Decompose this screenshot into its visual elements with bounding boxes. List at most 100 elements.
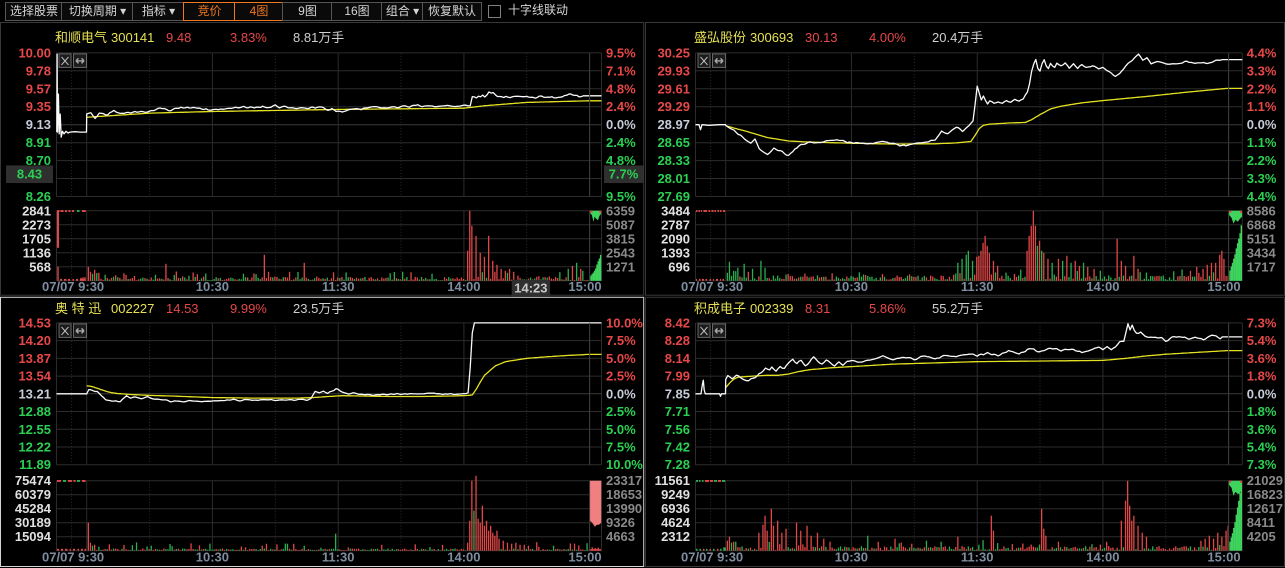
svg-text:2543: 2543 [606, 245, 635, 260]
svg-text:4624: 4624 [661, 515, 691, 530]
svg-text:8.81万手: 8.81万手 [293, 30, 344, 45]
svg-text:9.35: 9.35 [26, 99, 51, 114]
svg-text:7.5%: 7.5% [606, 440, 636, 455]
svg-text:12.88: 12.88 [18, 404, 51, 419]
svg-text:5.0%: 5.0% [606, 351, 636, 366]
svg-text:4.00%: 4.00% [869, 30, 906, 45]
svg-text:3.6%: 3.6% [1247, 422, 1277, 437]
svg-text:6868: 6868 [1247, 217, 1276, 232]
svg-text:14:00: 14:00 [447, 279, 480, 294]
svg-text:8.31: 8.31 [805, 301, 830, 316]
svg-text:3815: 3815 [606, 231, 635, 246]
svg-text:11:30: 11:30 [322, 550, 355, 565]
svg-text:9.48: 9.48 [166, 30, 191, 45]
svg-text:14:00: 14:00 [1086, 550, 1119, 565]
svg-text:7.28: 7.28 [665, 457, 690, 472]
svg-text:8.26: 8.26 [26, 189, 51, 204]
svg-text:1717: 1717 [1247, 259, 1276, 274]
svg-text:28.97: 28.97 [657, 117, 690, 132]
svg-text:1705: 1705 [22, 231, 51, 246]
svg-text:7.56: 7.56 [665, 422, 690, 437]
svg-text:1.8%: 1.8% [1247, 404, 1277, 419]
svg-text:7.1%: 7.1% [606, 63, 636, 78]
svg-text:28.33: 28.33 [657, 153, 690, 168]
svg-text:14.53: 14.53 [18, 315, 51, 330]
svg-text:0.0%: 0.0% [1247, 117, 1277, 132]
svg-text:4205: 4205 [1247, 529, 1276, 544]
svg-text:8.91: 8.91 [26, 135, 51, 150]
svg-text:15094: 15094 [15, 529, 52, 544]
svg-text:7.99: 7.99 [665, 369, 690, 384]
svg-text:2.2%: 2.2% [1247, 81, 1277, 96]
svg-text:2312: 2312 [661, 529, 690, 544]
svg-text:15:00: 15:00 [1207, 279, 1240, 294]
svg-text:0.0%: 0.0% [606, 386, 636, 401]
svg-text:8411: 8411 [1247, 515, 1275, 530]
svg-text:11.89: 11.89 [19, 457, 51, 472]
svg-text:23317: 23317 [606, 473, 642, 488]
svg-text:7.3%: 7.3% [1247, 457, 1277, 472]
svg-text:002227: 002227 [111, 301, 154, 316]
svg-text:27.69: 27.69 [657, 189, 690, 204]
svg-text:13.54: 13.54 [18, 369, 51, 384]
svg-text:300693: 300693 [750, 30, 793, 45]
svg-text:11:30: 11:30 [961, 279, 994, 294]
svg-text:3.6%: 3.6% [1247, 351, 1277, 366]
svg-text:9.99%: 9.99% [230, 301, 267, 316]
svg-text:5.4%: 5.4% [1247, 440, 1277, 455]
svg-text:盛弘股份: 盛弘股份 [694, 30, 746, 45]
svg-text:14:00: 14:00 [447, 550, 480, 565]
svg-text:5087: 5087 [606, 217, 635, 232]
svg-text:2.4%: 2.4% [606, 99, 636, 114]
svg-text:7.42: 7.42 [665, 440, 690, 455]
svg-text:4.8%: 4.8% [606, 153, 636, 168]
svg-text:6936: 6936 [661, 501, 690, 516]
svg-text:4.8%: 4.8% [606, 81, 636, 96]
svg-text:1271: 1271 [606, 259, 635, 274]
svg-text:11:30: 11:30 [961, 550, 994, 565]
svg-text:10:30: 10:30 [835, 279, 868, 294]
svg-text:13990: 13990 [606, 501, 642, 516]
svg-text:5.86%: 5.86% [869, 301, 906, 316]
svg-text:1.1%: 1.1% [1247, 135, 1277, 150]
svg-text:0.0%: 0.0% [606, 117, 636, 132]
svg-text:3.3%: 3.3% [1247, 63, 1277, 78]
svg-text:07/07 9:30: 07/07 9:30 [42, 550, 104, 565]
svg-text:7.3%: 7.3% [1247, 315, 1277, 330]
svg-text:30.13: 30.13 [805, 30, 838, 45]
svg-text:5151: 5151 [1247, 231, 1276, 246]
svg-text:8.28: 8.28 [665, 333, 690, 348]
svg-text:7.85: 7.85 [665, 386, 690, 401]
svg-text:10:30: 10:30 [196, 550, 229, 565]
svg-text:5.4%: 5.4% [1247, 333, 1277, 348]
svg-text:8.70: 8.70 [26, 153, 51, 168]
svg-text:10.0%: 10.0% [606, 315, 643, 330]
svg-text:14.53: 14.53 [166, 301, 199, 316]
svg-text:9.78: 9.78 [26, 63, 51, 78]
svg-text:14.20: 14.20 [18, 333, 51, 348]
svg-text:9249: 9249 [661, 487, 690, 502]
svg-text:9.5%: 9.5% [606, 45, 636, 60]
svg-text:28.65: 28.65 [657, 135, 690, 150]
svg-text:6359: 6359 [606, 203, 635, 218]
svg-text:14:23: 14:23 [514, 281, 547, 296]
svg-text:7.71: 7.71 [665, 404, 690, 419]
svg-text:奥 特 迅: 奥 特 迅 [55, 301, 101, 316]
svg-text:9326: 9326 [606, 515, 635, 530]
svg-text:29.93: 29.93 [657, 63, 690, 78]
svg-text:7.5%: 7.5% [606, 333, 636, 348]
svg-text:2090: 2090 [661, 231, 690, 246]
svg-text:21029: 21029 [1247, 473, 1283, 488]
svg-text:4.4%: 4.4% [1247, 45, 1277, 60]
svg-text:20.4万手: 20.4万手 [932, 30, 983, 45]
svg-text:8586: 8586 [1247, 203, 1276, 218]
svg-text:29.61: 29.61 [657, 81, 690, 96]
svg-text:07/07 9:30: 07/07 9:30 [42, 279, 104, 294]
svg-text:23.5万手: 23.5万手 [293, 301, 344, 316]
svg-text:18653: 18653 [606, 487, 642, 502]
svg-text:75474: 75474 [15, 473, 52, 488]
svg-text:10.00: 10.00 [18, 45, 51, 60]
svg-text:12.55: 12.55 [18, 422, 51, 437]
svg-text:29.29: 29.29 [657, 99, 690, 114]
svg-text:28.01: 28.01 [657, 171, 690, 186]
